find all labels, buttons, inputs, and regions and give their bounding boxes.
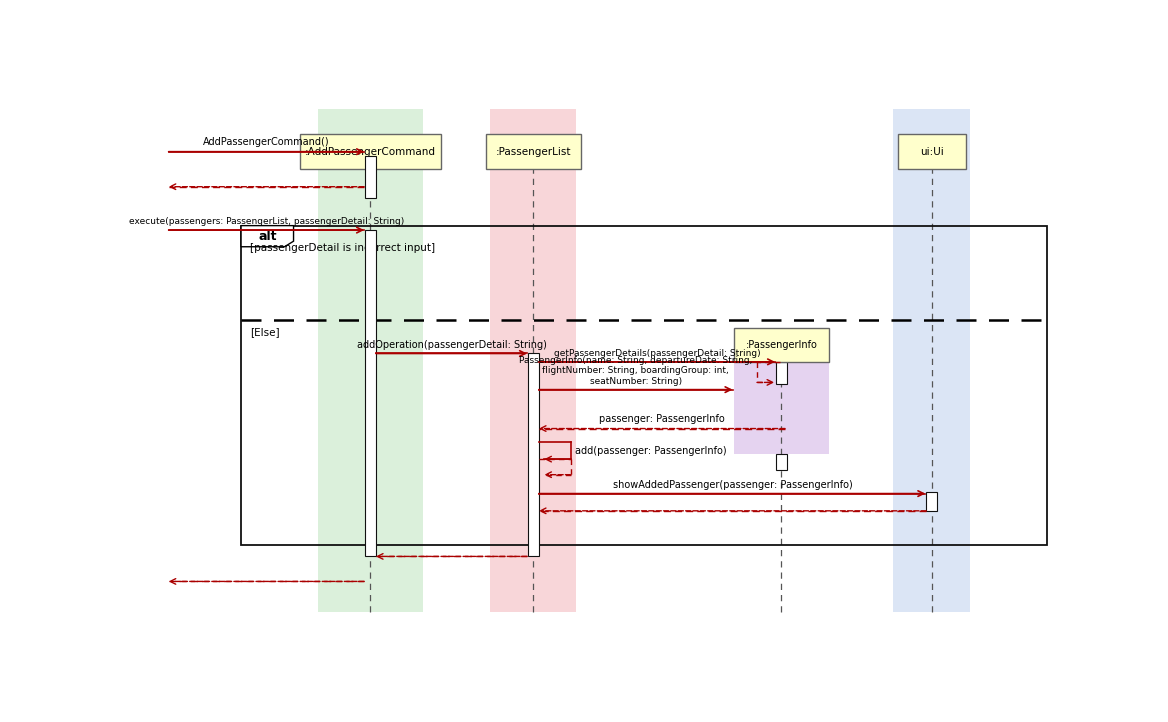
Bar	[894, 109, 971, 612]
Text: :PassengerInfo: :PassengerInfo	[745, 340, 818, 350]
Text: getPassengerDetails(passengerDetail: String): getPassengerDetails(passengerDetail: Str…	[554, 349, 760, 358]
Text: passenger: PassengerInfo: passenger: PassengerInfo	[599, 414, 725, 424]
Bar	[491, 109, 577, 612]
Text: showAddedPassenger(passenger: PassengerInfo): showAddedPassenger(passenger: PassengerI…	[613, 479, 853, 490]
Text: PassengerInfo(name: String, departureDate: String,
flightNumber: String, boardin: PassengerInfo(name: String, departureDat…	[519, 356, 752, 386]
Text: ui:Ui: ui:Ui	[920, 147, 944, 157]
Text: AddPassengerCommand(): AddPassengerCommand()	[203, 136, 329, 147]
Text: addOperation(passengerDetail: String): addOperation(passengerDetail: String)	[357, 339, 547, 349]
Bar	[898, 134, 966, 169]
Bar	[926, 492, 937, 511]
Bar	[364, 156, 376, 198]
Bar	[486, 134, 580, 169]
Bar	[776, 453, 787, 470]
Bar	[734, 328, 829, 362]
Text: execute(passengers: PassengerList, passengerDetail: String): execute(passengers: PassengerList, passe…	[128, 217, 404, 225]
Bar	[776, 362, 787, 384]
Text: [Else]: [Else]	[250, 327, 279, 337]
Text: :AddPassengerCommand: :AddPassengerCommand	[305, 147, 436, 157]
Bar	[528, 354, 540, 557]
Bar	[319, 109, 423, 612]
Text: :PassengerList: :PassengerList	[495, 147, 571, 157]
Bar	[241, 225, 1047, 545]
Bar	[734, 345, 829, 453]
Text: [passengerDetail is incorrect input]: [passengerDetail is incorrect input]	[250, 243, 436, 253]
Text: alt: alt	[258, 230, 277, 243]
Polygon shape	[241, 225, 293, 247]
Bar	[300, 134, 440, 169]
Bar	[364, 230, 376, 557]
Text: add(passenger: PassengerInfo): add(passenger: PassengerInfo)	[575, 445, 726, 456]
